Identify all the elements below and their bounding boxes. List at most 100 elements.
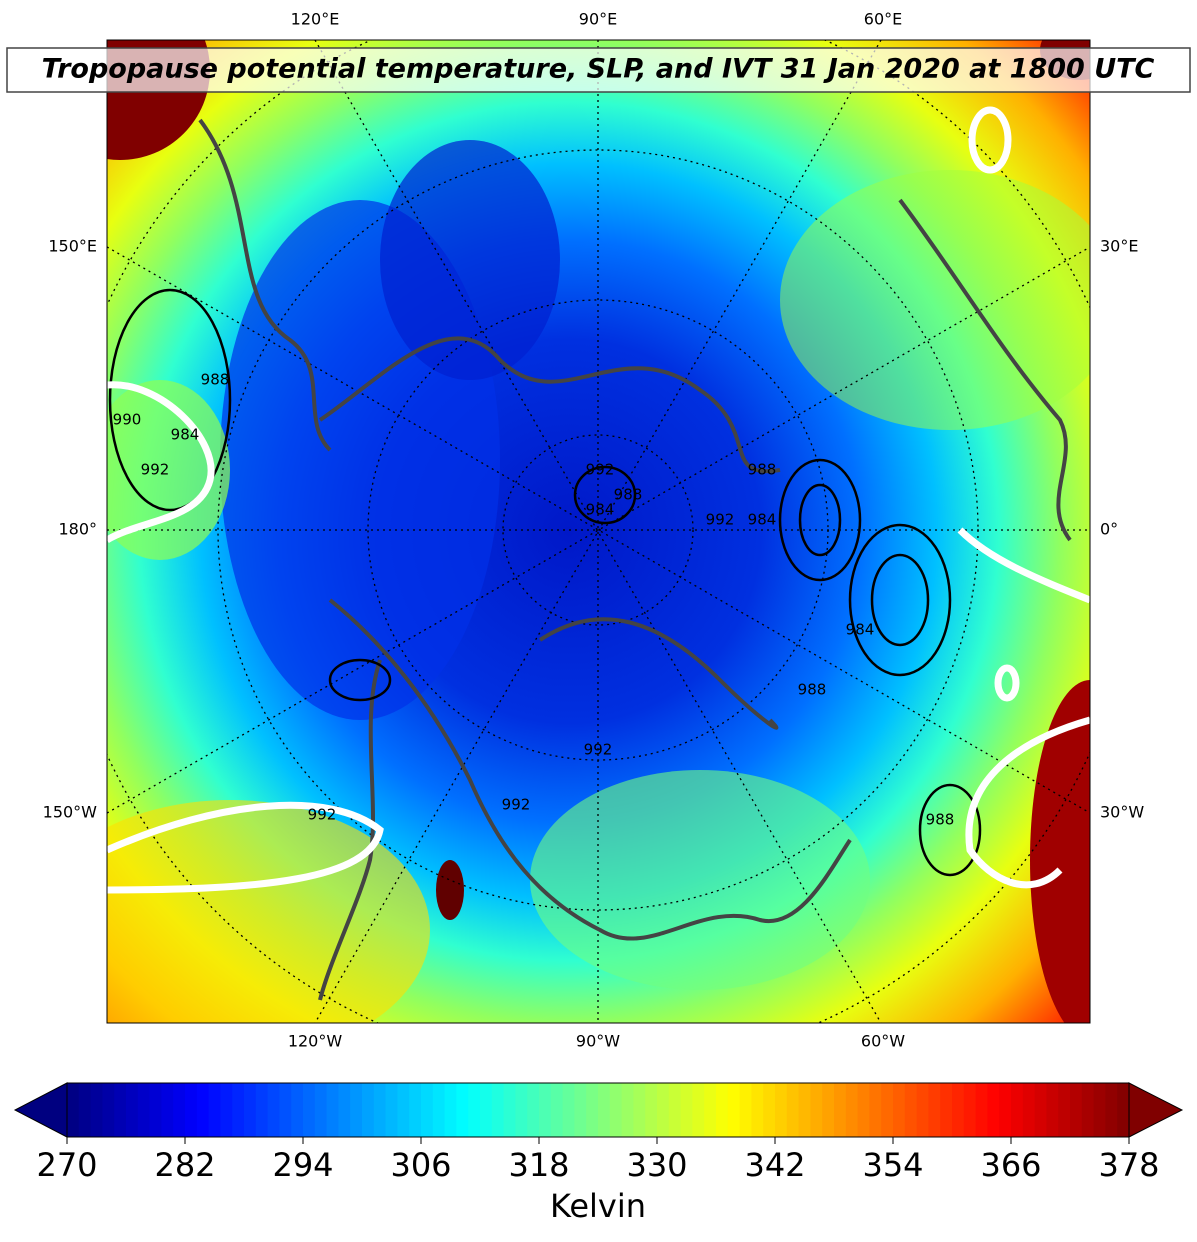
colorbar-segment	[822, 1083, 835, 1137]
colorbar-segment	[1081, 1083, 1095, 1137]
contour-label: 984	[846, 621, 875, 639]
colorbar-segment	[432, 1083, 446, 1137]
colorbar-segment	[196, 1083, 210, 1137]
colorbar-segment	[1070, 1083, 1083, 1137]
colorbar-segment	[1105, 1083, 1118, 1137]
colorbar-segment	[362, 1083, 375, 1137]
colorbar-segment	[480, 1083, 493, 1137]
ivt-contours	[107, 106, 1090, 894]
colorbar-segment	[987, 1083, 1000, 1137]
colorbar-segment	[114, 1083, 127, 1137]
slp-contours	[108, 288, 982, 877]
graticule-label: 60°W	[861, 1032, 905, 1051]
colorbar-segment	[739, 1083, 752, 1137]
colorbar-segment	[78, 1083, 92, 1137]
colorbar-tick-label: 354	[862, 1146, 923, 1184]
colorbar-segment	[456, 1083, 469, 1137]
colorbar-segment	[137, 1083, 151, 1137]
colorbar-segment	[857, 1083, 870, 1137]
colorbar-tick-label: 330	[626, 1146, 687, 1184]
map	[107, 40, 1090, 1023]
field-blob	[436, 860, 464, 920]
colorbar-label: Kelvin	[550, 1187, 646, 1225]
colorbar-segment	[149, 1083, 162, 1137]
colorbar-tick-label: 306	[390, 1146, 451, 1184]
contour-label: 992	[706, 511, 735, 529]
colorbar-segment	[904, 1083, 918, 1137]
colorbar-segment	[928, 1083, 941, 1137]
colorbar-segment	[338, 1083, 351, 1137]
colorbar-segment	[267, 1083, 280, 1137]
colorbar-tick-label: 282	[154, 1146, 215, 1184]
colorbar-segment	[963, 1083, 977, 1137]
colorbar-extend	[1128, 1082, 1184, 1138]
contour-label: 992	[308, 806, 337, 824]
colorbar-segment	[232, 1083, 245, 1137]
colorbar-segment	[609, 1083, 623, 1137]
colorbar-segment	[126, 1083, 139, 1137]
graticule-label: 60°E	[864, 10, 902, 29]
field-blob	[780, 170, 1090, 430]
colorbar-segment	[834, 1083, 847, 1137]
contour-label: 992	[586, 461, 615, 479]
map-frame	[106, 39, 1091, 1024]
colorbar-segment	[1011, 1083, 1024, 1137]
colorbar-segment	[102, 1083, 115, 1137]
colorbar-tick-label: 294	[272, 1146, 333, 1184]
contour-label: 992	[502, 796, 531, 814]
graticule-label: 90°W	[576, 1032, 620, 1051]
colorbar-segment	[515, 1083, 528, 1137]
colorbar-segment	[657, 1083, 670, 1137]
colorbar-segment	[680, 1083, 693, 1137]
colorbar-segment	[220, 1083, 233, 1137]
graticule-label: 150°W	[43, 803, 98, 822]
colorbar-segment	[550, 1083, 564, 1137]
colorbar-segment	[291, 1083, 304, 1137]
contour-label: 988	[748, 461, 777, 479]
colorbar-segment	[1022, 1083, 1036, 1137]
colorbar-tick-label: 342	[744, 1146, 805, 1184]
colorbar-segment	[574, 1083, 587, 1137]
graticule-label: 0°	[1100, 520, 1118, 539]
colorbar-segment	[350, 1083, 363, 1137]
colorbar-segment	[503, 1083, 516, 1137]
colorbar-segment	[716, 1083, 729, 1137]
colorbar-segment	[326, 1083, 339, 1137]
colorbar-segment	[491, 1083, 505, 1137]
colorbar-segment	[810, 1083, 823, 1137]
colorbar-segment	[975, 1083, 988, 1137]
colorbar-segment	[633, 1083, 646, 1137]
title-box	[6, 47, 1191, 93]
colorbar-segment	[1093, 1083, 1106, 1137]
field-blob	[107, 800, 430, 1023]
field-blob	[1030, 680, 1090, 1023]
colorbar-extend	[13, 1082, 68, 1138]
colorbar-segment	[562, 1083, 575, 1137]
colorbar-segment	[704, 1083, 717, 1137]
graticule-label: 180°	[58, 520, 97, 539]
contour-label: 984	[171, 426, 200, 444]
colorbar-segment	[1034, 1083, 1047, 1137]
colorbar-tick-label: 270	[36, 1146, 97, 1184]
colorbar-segment	[999, 1083, 1012, 1137]
contour-label: 984	[586, 501, 615, 519]
contour-label: 992	[141, 461, 170, 479]
colorbar-segment	[539, 1083, 552, 1137]
graticule-label: 150°E	[48, 237, 97, 256]
colorbar-segment	[1058, 1083, 1071, 1137]
colorbar-segment	[798, 1083, 811, 1137]
colorbar-tick-label: 366	[980, 1146, 1041, 1184]
graticule-label: 30°W	[1100, 803, 1144, 822]
graticule-label: 30°E	[1100, 237, 1138, 256]
contour-label: 988	[201, 371, 230, 389]
colorbar-segment	[668, 1083, 682, 1137]
colorbar-segment	[314, 1083, 328, 1137]
graticule	[107, 40, 1090, 1023]
colorbar-segment	[303, 1083, 316, 1137]
graticule-label: 120°W	[288, 1032, 343, 1051]
coastlines	[198, 118, 1072, 1001]
colorbar-segment	[244, 1083, 257, 1137]
colorbar-segment	[692, 1083, 705, 1137]
colorbar-frame	[66, 1082, 1130, 1138]
